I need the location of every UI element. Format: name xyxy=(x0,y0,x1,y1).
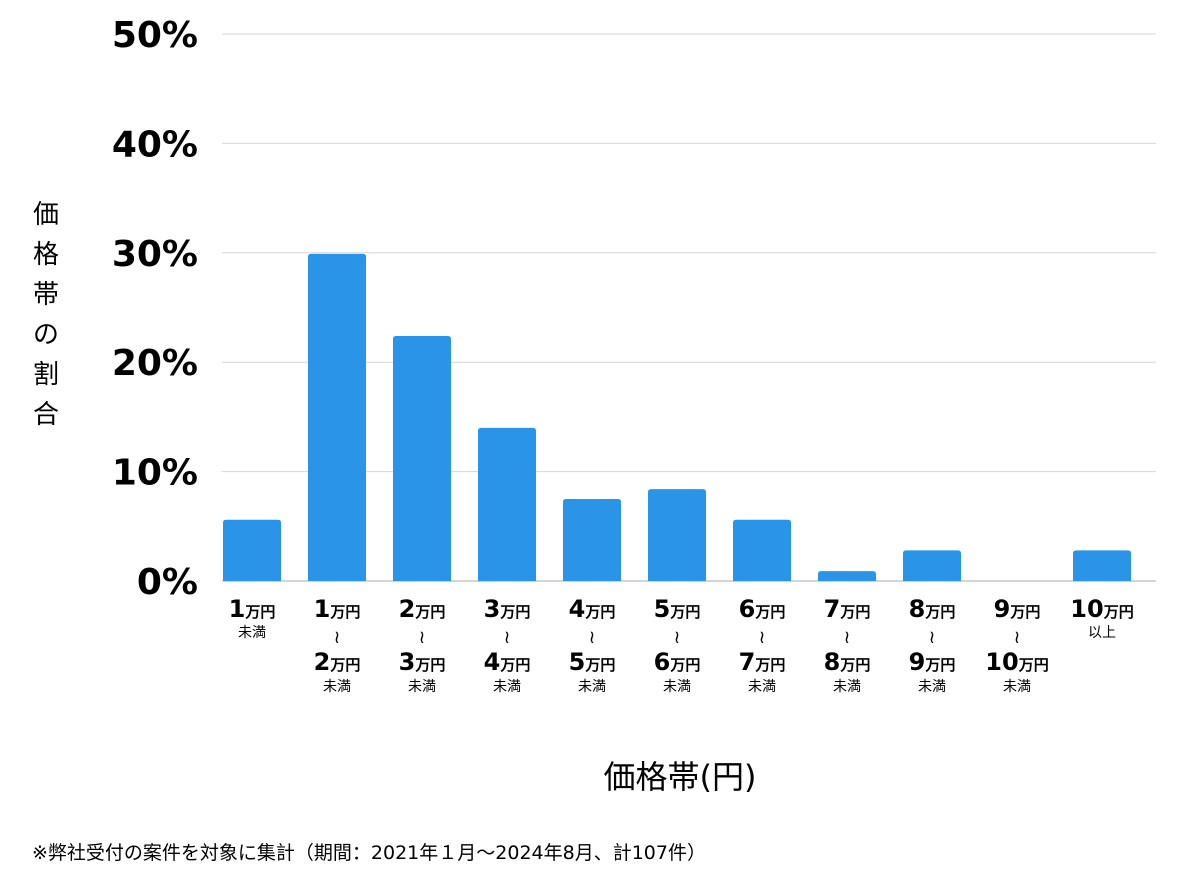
x-tick-value: 1万円 xyxy=(229,595,276,623)
x-tick-suffix: 未満 xyxy=(833,679,861,695)
bar xyxy=(308,253,366,582)
y-axis-label-char: 格 xyxy=(32,240,59,270)
y-axis-label-char: 帯 xyxy=(32,280,59,310)
bar xyxy=(563,498,621,581)
x-tick-value: 6万円 xyxy=(739,595,786,623)
bar xyxy=(733,519,791,581)
x-tick-suffix: 以上 xyxy=(1088,625,1116,641)
footnote: ※弊社受付の案件を対象に集計（期間：2021年１月〜2024年8月、計107件） xyxy=(32,842,706,864)
x-tick-suffix: 未満 xyxy=(1003,679,1031,695)
x-tick-value: 3万円 xyxy=(484,595,531,623)
y-axis-label-char: の xyxy=(32,320,59,350)
y-tick-label: 40% xyxy=(112,124,198,165)
y-tick-label: 0% xyxy=(137,562,198,603)
x-tick-suffix: 未満 xyxy=(918,679,946,695)
x-tick-value: 2万円 xyxy=(399,595,446,623)
y-tick-label: 50% xyxy=(112,15,198,56)
x-tick-tilde: ≀ xyxy=(674,627,681,648)
bar xyxy=(478,427,536,581)
x-tick-value: 5万円 xyxy=(654,595,701,623)
bar xyxy=(818,571,876,581)
x-tick-value: 4万円 xyxy=(569,595,616,623)
y-tick-label: 10% xyxy=(112,453,198,494)
x-tick-suffix: 未満 xyxy=(578,679,606,695)
x-tick-tilde: ≀ xyxy=(844,627,851,648)
x-tick-value: 3万円 xyxy=(399,648,446,676)
x-tick-suffix: 未満 xyxy=(238,625,266,641)
x-tick-value: 8万円 xyxy=(909,595,956,623)
x-tick-value: 8万円 xyxy=(824,648,871,676)
x-tick-value: 5万円 xyxy=(569,648,616,676)
x-tick-value: 9万円 xyxy=(909,648,956,676)
y-tick-label: 30% xyxy=(112,234,198,275)
x-tick-suffix: 未満 xyxy=(323,679,351,695)
x-tick-suffix: 未満 xyxy=(493,679,521,695)
bar xyxy=(1073,550,1131,581)
y-tick-label: 20% xyxy=(112,343,198,384)
x-tick-value: 1万円 xyxy=(314,595,361,623)
x-tick-tilde: ≀ xyxy=(759,627,766,648)
x-tick-value: 7万円 xyxy=(824,595,871,623)
y-axis-label: 価格帯の割合 xyxy=(28,195,64,435)
x-tick-tilde: ≀ xyxy=(334,627,341,648)
y-axis-label-char: 割 xyxy=(32,360,59,390)
x-tick-value: 2万円 xyxy=(314,648,361,676)
bar xyxy=(903,550,961,581)
y-axis-label-char: 合 xyxy=(32,400,59,430)
x-tick-value: 9万円 xyxy=(994,595,1041,623)
bar xyxy=(223,519,281,581)
x-tick-tilde: ≀ xyxy=(1014,627,1021,648)
x-tick-value: 10万円 xyxy=(1070,595,1133,623)
y-axis-label-char: 価 xyxy=(32,200,59,230)
x-tick-tilde: ≀ xyxy=(929,627,936,648)
x-tick-suffix: 未満 xyxy=(748,679,776,695)
bar xyxy=(393,335,451,581)
x-tick-tilde: ≀ xyxy=(504,627,511,648)
x-tick-value: 4万円 xyxy=(484,648,531,676)
x-tick-suffix: 未満 xyxy=(663,679,691,695)
bar xyxy=(648,489,706,581)
x-axis-label: 価格帯(円) xyxy=(603,758,757,796)
x-tick-tilde: ≀ xyxy=(419,627,426,648)
x-tick-suffix: 未満 xyxy=(408,679,436,695)
x-tick-value: 7万円 xyxy=(739,648,786,676)
x-tick-value: 6万円 xyxy=(654,648,701,676)
x-tick-tilde: ≀ xyxy=(589,627,596,648)
x-tick-value: 10万円 xyxy=(985,648,1048,676)
